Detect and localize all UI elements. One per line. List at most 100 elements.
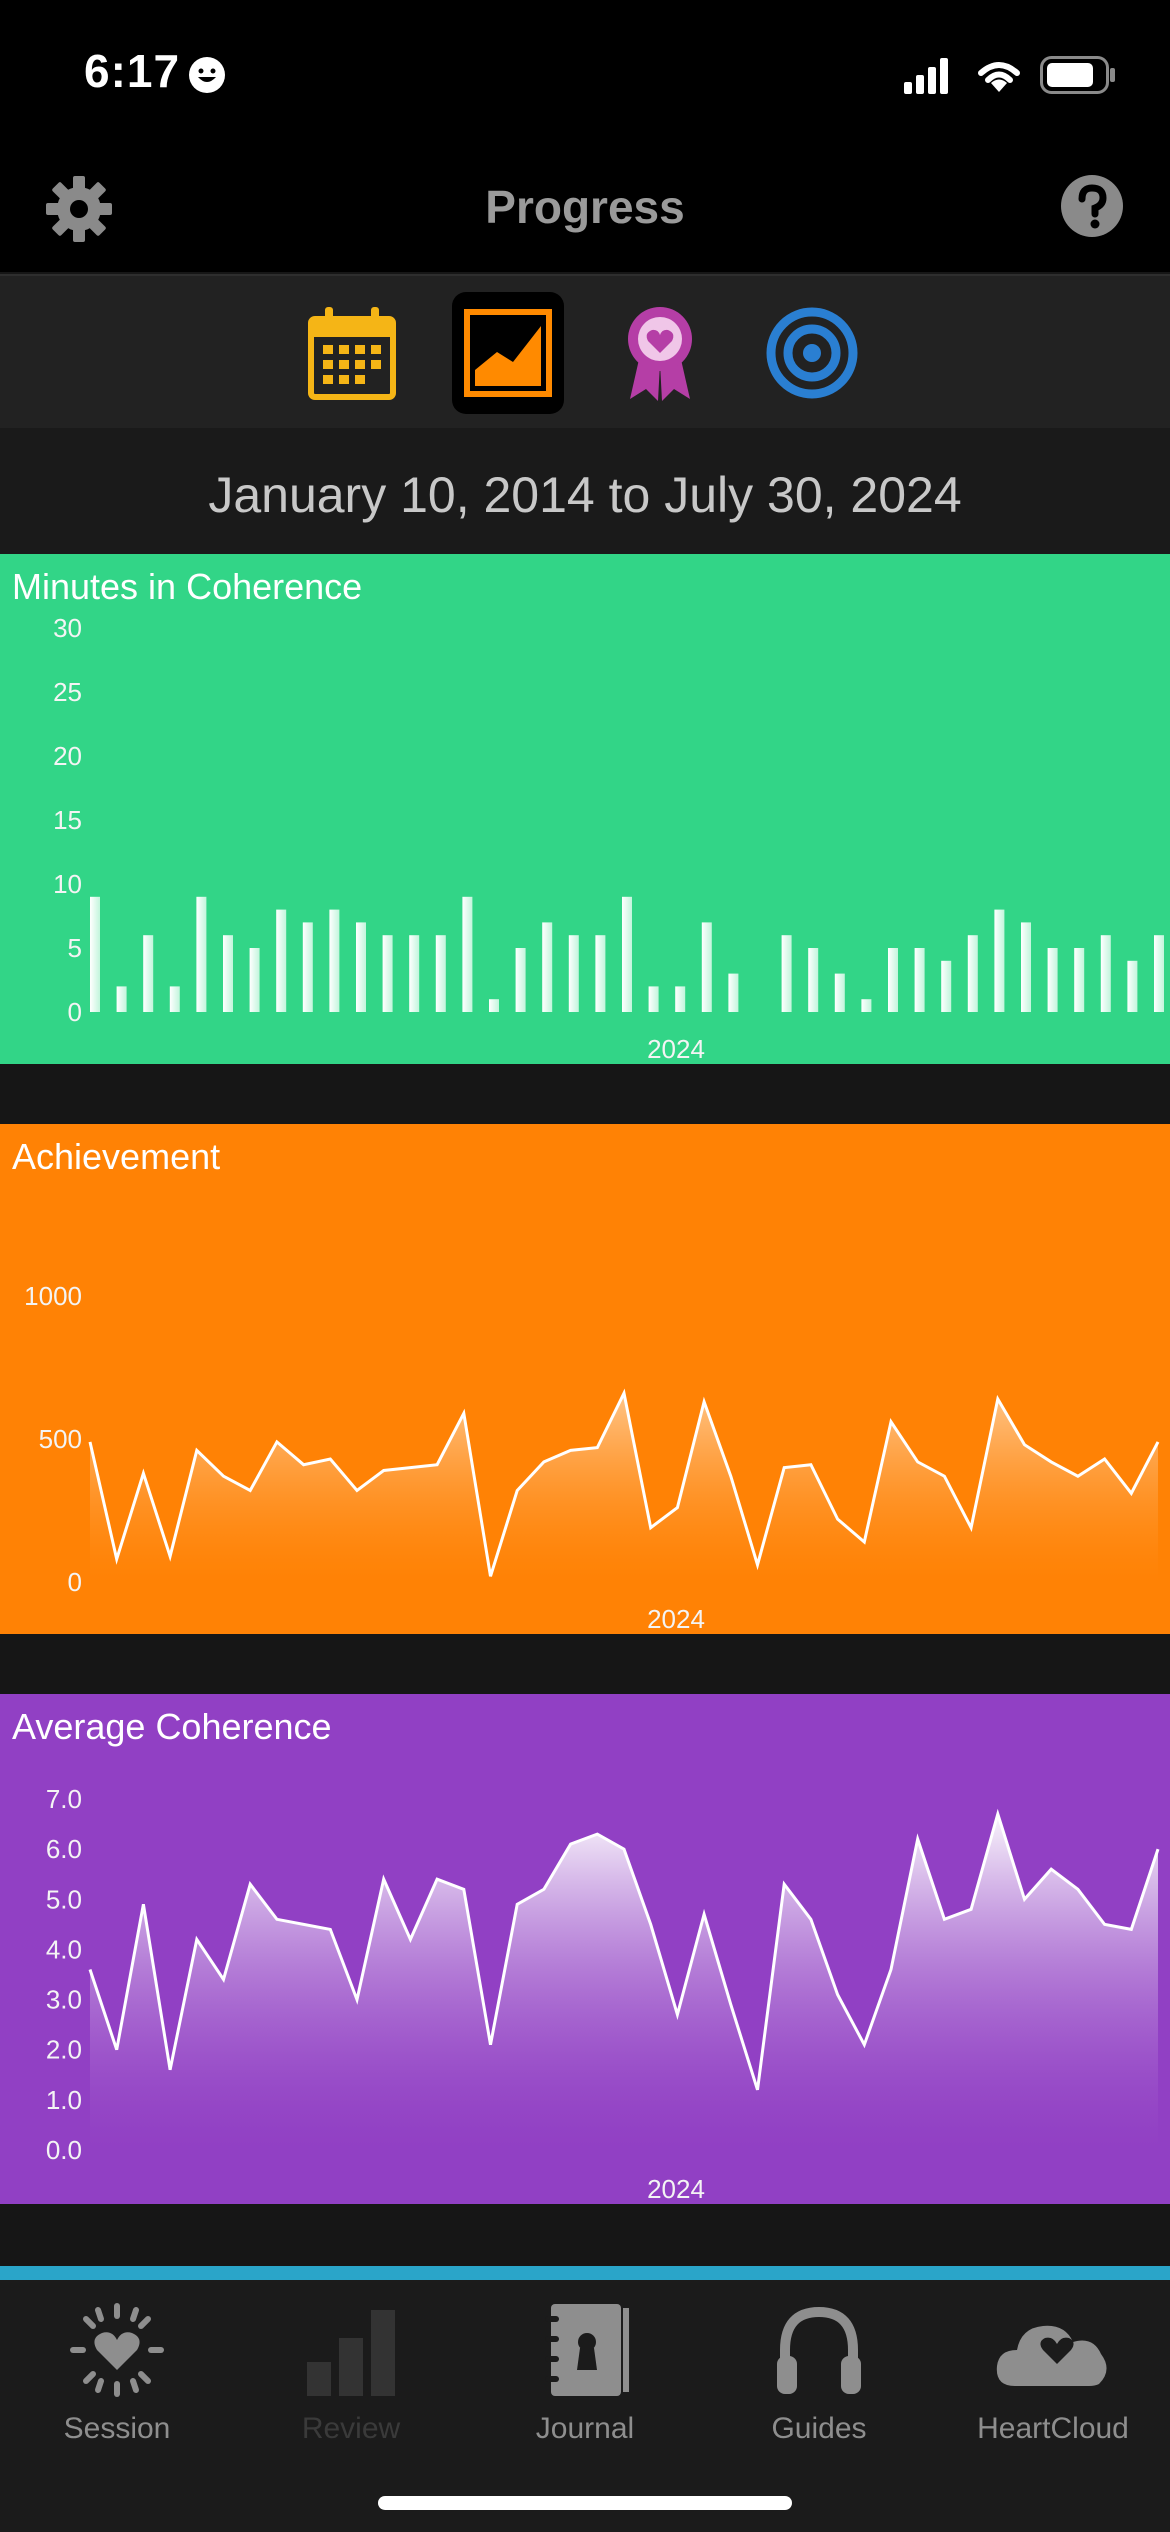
tab-label: Review (301, 2412, 401, 2445)
navigation-bar (0, 150, 1170, 272)
bar (435, 935, 446, 1012)
y-tick-label: 4.0 (46, 1934, 82, 1964)
achievement-panel: 1000 500 0 2024 Achievement (0, 1124, 1170, 1634)
wifi-icon (978, 62, 1020, 92)
target-icon (766, 307, 858, 399)
cellular-signal-icon (904, 58, 948, 94)
bar (462, 896, 473, 1012)
tab-review[interactable]: Review (234, 2300, 468, 2460)
bar (356, 922, 366, 1012)
average-coherence-panel: 7.0 6.0 5.0 4.0 3.0 2.0 1.0 0.0 2024 Average Coh… (0, 1694, 1170, 2204)
area-fill (90, 1814, 1158, 2150)
y-tick-label: 6.0 (46, 1834, 82, 1864)
y-tick-label: 2.0 (46, 2035, 82, 2065)
smiley-icon (189, 57, 225, 93)
tab-achievements[interactable] (604, 292, 716, 414)
tab-label: Session (63, 2412, 171, 2445)
y-tick-label: 5.0 (46, 1884, 82, 1914)
bar (568, 935, 579, 1012)
y-tick-label: 30 (53, 613, 82, 643)
bar (302, 922, 313, 1012)
y-tick-label: 1000 (24, 1281, 82, 1311)
bar (648, 986, 659, 1012)
heart-sun-icon (70, 2303, 164, 2397)
bar (116, 986, 127, 1012)
bar (276, 909, 287, 1012)
bar (1154, 935, 1164, 1012)
tab-calendar[interactable] (296, 292, 408, 414)
journal-icon (545, 2304, 629, 2396)
accent-divider (0, 2266, 1170, 2280)
tab-guides[interactable]: Guides (702, 2300, 936, 2460)
tab-chart[interactable] (452, 292, 564, 414)
bar (223, 935, 233, 1012)
area-fill (90, 1393, 1158, 1582)
bar (169, 986, 180, 1012)
bar (595, 935, 606, 1012)
bar (1021, 922, 1031, 1012)
bar (1047, 948, 1058, 1012)
status-time: 6:17 (84, 45, 181, 97)
bar (994, 909, 1005, 1012)
headphones-icon (777, 2306, 861, 2394)
bar (888, 948, 898, 1012)
tab-label: HeartCloud (977, 2412, 1129, 2445)
bar (1074, 948, 1085, 1012)
y-tick-label: 15 (53, 805, 82, 835)
bar (409, 935, 420, 1012)
achievement-chart: 1000 500 0 2024 (24, 1281, 1160, 1634)
bar (914, 948, 925, 1012)
calendar-icon (308, 307, 396, 400)
y-tick-label: 0.0 (46, 2135, 82, 2165)
help-icon[interactable] (1060, 174, 1124, 238)
x-axis-label: 2024 (647, 2174, 705, 2204)
y-tick-label: 0 (68, 997, 82, 1027)
y-tick-label: 25 (53, 677, 82, 707)
bar (196, 896, 207, 1012)
minutes-in-coherence-panel: 30 25 20 15 10 5 0 2024 Minutes in Coherence (0, 554, 1170, 1064)
tab-goals[interactable] (756, 292, 868, 414)
y-tick-label: 1.0 (46, 2085, 82, 2115)
y-tick-label: 10 (53, 869, 82, 899)
bar-chart-icon (307, 2310, 395, 2396)
y-tick-label: 0 (68, 1567, 82, 1597)
bar (382, 935, 393, 1012)
heart-cloud-icon (996, 2325, 1107, 2386)
bottom-tab-bar: Session Review Journal Guides (0, 2280, 1170, 2532)
bar (329, 909, 340, 1012)
average-coherence-chart: 7.0 6.0 5.0 4.0 3.0 2.0 1.0 0.0 2024 (46, 1784, 1160, 2204)
minutes-chart: 30 25 20 15 10 5 0 2024 (53, 613, 1164, 1064)
gear-icon[interactable] (44, 174, 114, 244)
area-chart-icon (464, 309, 552, 397)
chart-title: Minutes in Coherence (12, 566, 363, 607)
bar (728, 973, 739, 1012)
chart-title: Achievement (12, 1136, 221, 1177)
bar (90, 896, 100, 1012)
bar (941, 960, 952, 1012)
home-indicator (378, 2496, 792, 2510)
progress-tabs (0, 274, 1170, 430)
battery-icon (1040, 56, 1115, 94)
bar (249, 948, 260, 1012)
y-tick-label: 7.0 (46, 1784, 82, 1814)
tab-journal[interactable]: Journal (468, 2300, 702, 2460)
bar (1127, 960, 1138, 1012)
award-ribbon-icon (628, 307, 692, 401)
status-bar: 6:17 (0, 0, 1170, 150)
tab-heartcloud[interactable]: HeartCloud (936, 2300, 1170, 2460)
tab-session[interactable]: Session (0, 2300, 234, 2460)
bar (515, 948, 526, 1012)
y-tick-label: 5 (68, 933, 82, 963)
bar (143, 935, 154, 1012)
bar (701, 922, 712, 1012)
bar (808, 948, 819, 1012)
bar (967, 935, 978, 1012)
date-range-label: January 10, 2014 to July 30, 2024 (208, 467, 962, 523)
tab-label: Guides (771, 2412, 867, 2445)
bar (861, 999, 872, 1012)
bar (781, 935, 792, 1012)
date-range[interactable]: January 10, 2014 to July 30, 2024 (0, 428, 1170, 554)
page-title: Progress (485, 181, 685, 233)
bar (622, 896, 632, 1012)
bar (834, 973, 845, 1012)
